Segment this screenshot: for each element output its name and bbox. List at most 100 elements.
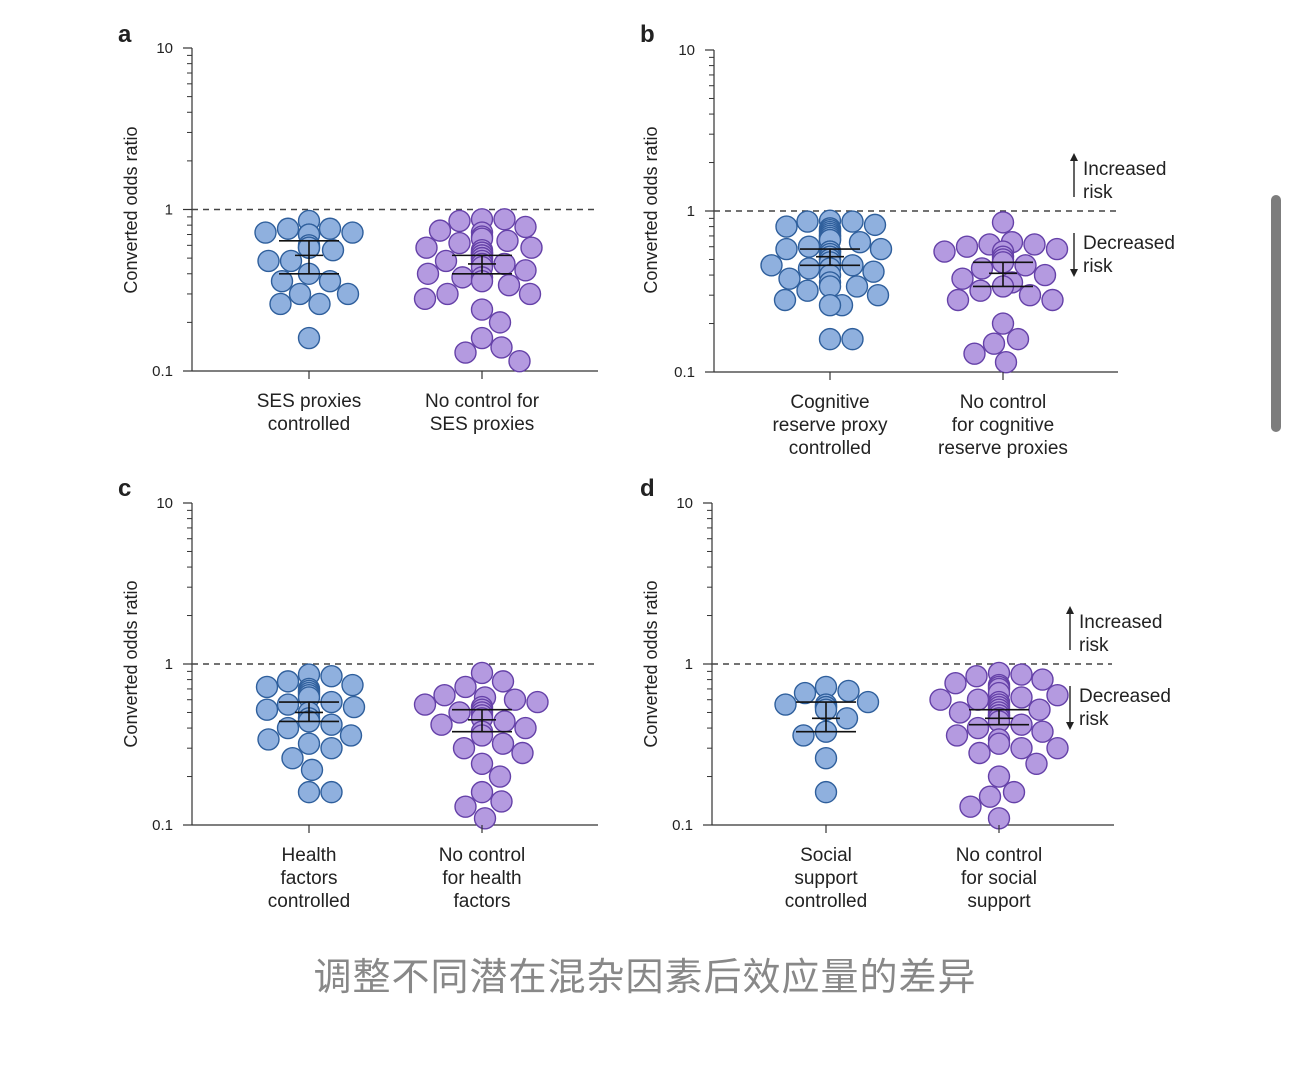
increased-risk-label: Increased — [1083, 159, 1166, 180]
data-point — [270, 269, 294, 293]
data-point — [774, 693, 797, 716]
increased-risk-arrowhead — [1066, 606, 1074, 614]
data-point — [797, 235, 821, 258]
data-point — [773, 288, 797, 312]
x-tick-label: No control for — [425, 391, 540, 412]
data-point — [511, 741, 534, 765]
data-point — [430, 713, 453, 736]
data-point — [944, 671, 967, 695]
y-axis-label: Converted odds ratio — [121, 580, 141, 747]
data-point — [434, 249, 458, 273]
data-point — [448, 209, 471, 233]
data-point — [269, 292, 292, 316]
data-point — [1018, 283, 1042, 307]
data-point — [503, 688, 527, 711]
data-point — [818, 275, 842, 298]
data-point — [966, 688, 990, 711]
y-axis-label: Converted odds ratio — [121, 126, 141, 293]
data-point — [320, 780, 343, 804]
x-tick-label: for social — [961, 868, 1037, 889]
data-point — [841, 210, 864, 233]
data-point — [796, 210, 819, 233]
x-tick-label: controlled — [789, 438, 871, 459]
x-tick-label: Social — [800, 845, 852, 866]
data-point — [841, 327, 864, 351]
x-tick-label: SES proxies — [257, 391, 362, 412]
data-point — [493, 208, 516, 231]
data-point — [970, 257, 994, 280]
data-point — [276, 670, 300, 693]
x-tick-label: for health — [442, 868, 521, 889]
data-point — [448, 231, 471, 255]
y-tick-label: 10 — [156, 40, 173, 57]
data-point — [778, 267, 801, 290]
data-point — [318, 269, 342, 293]
data-point — [416, 262, 440, 285]
data-point — [488, 765, 512, 788]
data-point — [951, 267, 974, 290]
data-point — [490, 790, 513, 813]
data-point — [321, 238, 345, 262]
data-point — [470, 661, 494, 685]
x-tick-label: controlled — [268, 891, 350, 912]
data-point — [490, 336, 513, 359]
data-point — [436, 282, 459, 306]
data-point — [470, 752, 494, 775]
data-point — [473, 807, 497, 830]
increased-risk-label: risk — [1083, 182, 1113, 203]
data-point — [254, 221, 277, 244]
data-point — [1014, 254, 1037, 277]
y-tick-label: 0.1 — [152, 817, 173, 834]
x-tick-label: support — [794, 868, 858, 889]
data-point — [318, 217, 342, 240]
data-point — [991, 211, 1015, 234]
data-point — [818, 327, 842, 351]
y-tick-label: 1 — [687, 203, 695, 220]
decreased-risk-arrowhead — [1066, 722, 1074, 730]
data-point — [969, 279, 992, 302]
data-point — [814, 746, 838, 770]
data-point — [288, 282, 312, 306]
data-point — [454, 675, 477, 699]
decreased-risk-label: risk — [1083, 256, 1113, 277]
data-point — [965, 664, 988, 688]
data-point — [1033, 263, 1057, 287]
data-point — [276, 217, 300, 240]
x-tick-label: No control — [439, 845, 526, 866]
x-tick-label: reserve proxy — [772, 415, 888, 436]
data-point — [413, 287, 437, 310]
data-point — [341, 673, 364, 697]
data-point — [963, 342, 986, 365]
data-point — [866, 283, 890, 307]
y-tick-label: 1 — [685, 656, 693, 673]
data-point — [775, 237, 798, 261]
data-point — [856, 690, 880, 714]
data-point — [308, 292, 331, 316]
figure-caption: 调整不同潜在混杂因素后效应量的差异 — [313, 955, 977, 999]
data-point — [488, 311, 512, 334]
data-point — [869, 237, 893, 261]
data-point — [428, 219, 452, 242]
data-point — [863, 213, 887, 237]
data-point — [255, 698, 279, 721]
data-point — [276, 716, 300, 740]
data-point — [257, 728, 280, 751]
y-tick-label: 1 — [165, 656, 173, 673]
x-tick-label: for cognitive — [952, 415, 1054, 436]
data-point — [514, 215, 537, 239]
data-point — [994, 351, 1018, 374]
data-point — [945, 724, 969, 747]
data-point — [451, 266, 474, 289]
data-point — [276, 693, 300, 716]
scrollbar-thumb[interactable] — [1271, 195, 1281, 432]
data-point — [454, 795, 477, 818]
decreased-risk-label: risk — [1079, 709, 1109, 730]
panel-label: d — [640, 475, 655, 502]
